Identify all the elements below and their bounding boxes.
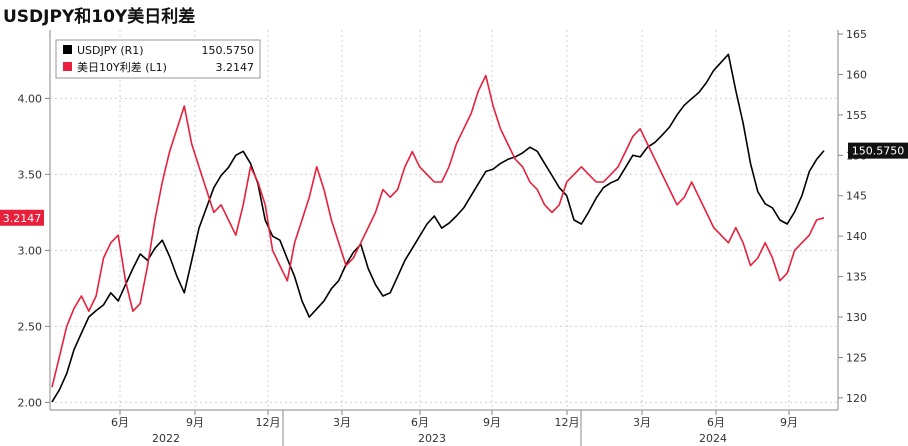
- x-month-label: 3月: [333, 416, 351, 429]
- right-tick-label: 120: [846, 392, 867, 405]
- right-tick-label: 145: [846, 190, 867, 203]
- legend-box: [55, 39, 261, 79]
- x-month-label: 6月: [707, 416, 725, 429]
- right-tick-label: 160: [846, 68, 867, 81]
- left-tick-label: 3.00: [18, 244, 43, 257]
- left-tick-label: 2.00: [18, 396, 43, 409]
- legend-value: 3.2147: [216, 61, 255, 74]
- usdjpy-line: [51, 53, 825, 403]
- left-tick-label: 4.00: [18, 92, 43, 105]
- left-tick-label: 2.50: [18, 320, 43, 333]
- right-tick-label: 135: [846, 271, 867, 284]
- right-tick-label: 140: [846, 230, 867, 243]
- right-tick-label: 125: [846, 351, 867, 364]
- x-month-label: 6月: [111, 416, 129, 429]
- x-month-label: 12月: [555, 416, 580, 429]
- spread-last-value-flag: [0, 209, 44, 226]
- usdjpy-last-value: 150.5750: [852, 145, 905, 158]
- left-tick-label: 3.50: [18, 168, 43, 181]
- x-year-label: 2023: [418, 432, 446, 445]
- right-tick-label: 155: [846, 109, 867, 122]
- x-month-label: 9月: [186, 416, 204, 429]
- legend-value: 150.5750: [202, 44, 255, 57]
- legend-swatch: [63, 45, 72, 54]
- x-month-label: 3月: [633, 416, 651, 429]
- usdjpy-last-value-flag: [848, 142, 908, 159]
- x-month-label: 6月: [411, 416, 429, 429]
- legend-label: 美日10Y利差 (L1): [77, 60, 167, 74]
- x-year-label: 2024: [699, 432, 727, 445]
- legend-label: USDJPY (R1): [77, 44, 144, 57]
- right-tick-label: 130: [846, 311, 867, 324]
- x-month-label: 12月: [256, 416, 281, 429]
- right-tick-label: 165: [846, 28, 867, 41]
- spread-line: [51, 74, 825, 388]
- x-year-label: 2022: [152, 432, 180, 445]
- legend-swatch: [63, 62, 72, 71]
- x-month-label: 9月: [483, 416, 501, 429]
- spread-last-value: 3.2147: [3, 212, 42, 225]
- x-month-label: 9月: [780, 416, 798, 429]
- chart-title: USDJPY和10Y美日利差: [3, 7, 196, 27]
